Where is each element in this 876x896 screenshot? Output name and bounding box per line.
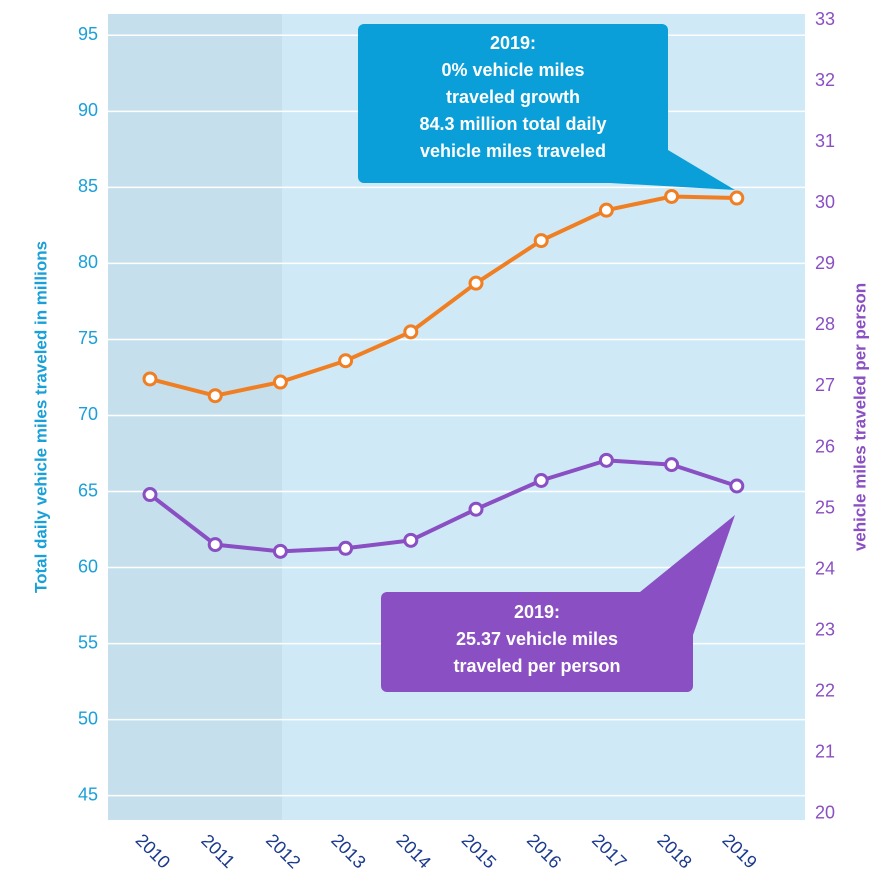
y2-tick-label: 24 (815, 558, 835, 578)
y-tick-label: 45 (78, 784, 98, 804)
y-tick-label: 90 (78, 100, 98, 120)
x-tick-label: 2011 (197, 830, 239, 872)
annotation-text: 25.37 vehicle miles (456, 629, 618, 649)
callout-box (381, 592, 693, 692)
data-point (729, 190, 745, 206)
series-line (148, 458, 738, 554)
shaded-region (108, 14, 282, 820)
x-tick-label: 2013 (327, 830, 369, 872)
y2-tick-label: 26 (815, 436, 835, 456)
y2-axis-label: vehicle miles traveled per person (850, 283, 869, 551)
data-point (664, 188, 680, 204)
y-tick-label: 80 (78, 252, 98, 272)
annotation-text: traveled per person (453, 656, 620, 676)
data-point (207, 388, 223, 404)
callout-box (358, 24, 668, 183)
y2-tick-label: 29 (815, 253, 835, 273)
x-tick-label: 2014 (392, 830, 434, 872)
x-tick-label: 2012 (262, 830, 304, 872)
y2-tick-label: 22 (815, 681, 835, 701)
data-point (207, 537, 223, 553)
data-point (338, 353, 354, 369)
data-point (664, 457, 680, 473)
y-tick-label: 85 (78, 176, 98, 196)
data-point (142, 487, 158, 503)
y2-tick-label: 30 (815, 192, 835, 212)
data-point (272, 374, 288, 390)
y-tick-label: 70 (78, 404, 98, 424)
data-point (142, 371, 158, 387)
y-axis-label: Total daily vehicle miles traveled in mi… (31, 241, 50, 593)
annotation-text: 2019: (514, 602, 560, 622)
x-tick-label: 2010 (132, 830, 174, 872)
data-point (468, 275, 484, 291)
y2-tick-label: 23 (815, 619, 835, 639)
y2-tick-label: 25 (815, 497, 835, 517)
annotation-text: traveled growth (446, 87, 580, 107)
y-tick-label: 95 (78, 24, 98, 44)
data-point (272, 543, 288, 559)
data-point (533, 233, 549, 249)
x-tick-label: 2017 (588, 830, 630, 872)
y2-tick-label: 32 (815, 70, 835, 90)
annotation-text: 0% vehicle miles (441, 60, 584, 80)
y2-tick-label: 27 (815, 375, 835, 395)
y2-tick-label: 33 (815, 9, 835, 29)
y-tick-label: 60 (78, 556, 98, 576)
data-point (403, 324, 419, 340)
data-point (403, 532, 419, 548)
annotation-text: vehicle miles traveled (420, 141, 606, 161)
data-point (533, 473, 549, 489)
data-point (338, 540, 354, 556)
y-tick-label: 75 (78, 328, 98, 348)
data-point (598, 202, 614, 218)
x-tick-label: 2019 (718, 830, 760, 872)
y2-tick-label: 28 (815, 314, 835, 334)
data-point (729, 478, 745, 494)
series-line (149, 194, 737, 398)
data-point (598, 452, 614, 468)
x-tick-label: 2018 (653, 830, 695, 872)
annotation-text: 84.3 million total daily (419, 114, 606, 134)
y-tick-label: 55 (78, 632, 98, 652)
y2-tick-label: 21 (815, 742, 835, 762)
y2-tick-label: 20 (815, 803, 835, 823)
y-tick-label: 50 (78, 708, 98, 728)
y-tick-label: 65 (78, 480, 98, 500)
x-tick-label: 2015 (458, 830, 500, 872)
data-point (468, 501, 484, 517)
x-tick-label: 2016 (523, 830, 565, 872)
annotation-text: 2019: (490, 33, 536, 53)
y2-tick-label: 31 (815, 131, 835, 151)
